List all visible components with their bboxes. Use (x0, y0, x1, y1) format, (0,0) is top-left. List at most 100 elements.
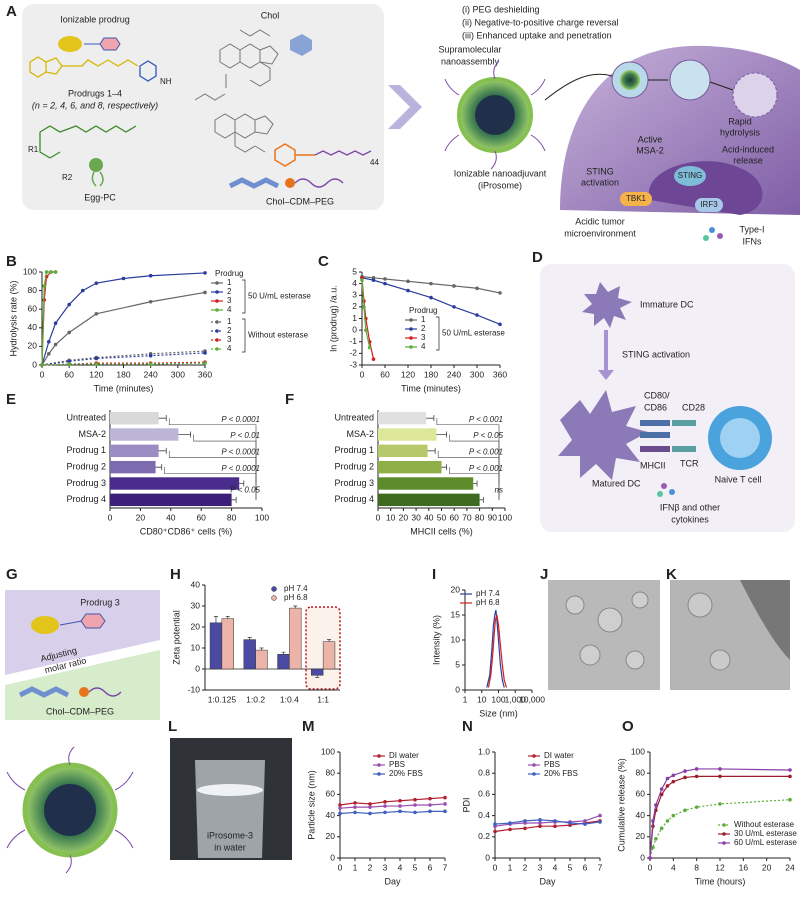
mhcii-label: MHCII (640, 460, 666, 470)
data-point (353, 801, 357, 805)
y-tick-label: 20 (451, 584, 461, 594)
data-point (493, 822, 497, 826)
data-point (67, 330, 71, 335)
error-bar (427, 447, 436, 454)
data-point (413, 797, 417, 802)
x-tick-label: 120 (401, 369, 415, 379)
legend-label: pH 7.4 (476, 589, 500, 598)
piperazine (139, 60, 157, 82)
nanoparticle-core (475, 95, 515, 135)
x-tick-label: 240 (144, 369, 158, 379)
y-tick-label: 0 (455, 684, 460, 694)
cd28-label: CD28 (682, 402, 705, 412)
bar (378, 460, 442, 474)
x-axis-label: Size (nm) (479, 708, 518, 718)
data-point (443, 802, 447, 806)
annotation: P < 0.05 (473, 431, 503, 440)
error-bar (479, 496, 484, 503)
y-tick-label: 0 (352, 324, 357, 334)
x-tick-label: 4 (671, 862, 676, 872)
data-point (694, 805, 699, 809)
y-tick-label: 40 (28, 322, 38, 332)
error-bar (259, 647, 264, 651)
legend-label: DI water (544, 751, 574, 760)
arrow (598, 330, 614, 380)
data-point (398, 798, 402, 803)
data-point (148, 353, 153, 358)
acid-release-label: release (733, 155, 763, 165)
x-tick-label: 0 (338, 862, 343, 872)
legend-bracket (242, 279, 246, 314)
x-tick-label: 0 (108, 512, 113, 522)
x-tick-label: 1:0.125 (208, 694, 237, 704)
irf3-icon (695, 198, 723, 212)
data-point (338, 803, 342, 807)
x-tick-label: 8 (694, 862, 699, 872)
x-tick-label: 7 (598, 862, 603, 872)
legend-label: PBS (544, 760, 560, 769)
y-tick-label: 100 (23, 266, 37, 276)
bar (378, 428, 437, 441)
x-tick-label: 0 (493, 862, 498, 872)
bar (378, 444, 428, 458)
y-tick-label: 60 (636, 789, 646, 799)
bar (378, 493, 480, 507)
receptor (640, 432, 670, 438)
data-point (553, 819, 557, 823)
annotation: P < 0.001 (469, 464, 503, 473)
annotation: P < 0.001 (469, 448, 503, 457)
data-point (383, 277, 387, 281)
y-tick-label: 20 (326, 831, 336, 841)
series-line (361, 276, 501, 294)
data-point (498, 291, 502, 295)
g-chol: Chol–CDM–PEG (46, 706, 114, 716)
acid-release-label: Acid-induced (722, 144, 774, 154)
assembly-label: nanoassembly (441, 56, 500, 66)
data-point (203, 290, 207, 295)
data-point (406, 288, 410, 293)
series-line (649, 799, 791, 859)
category-label: Prodrug 1 (334, 445, 374, 455)
significance-bracket (437, 450, 500, 484)
data-point (508, 821, 512, 825)
panel-l: iProsome-3 in water (170, 738, 292, 860)
x-axis-label: Time (hours) (695, 876, 746, 886)
data-point (694, 774, 699, 779)
vesicle (565, 595, 585, 615)
data-point (46, 339, 51, 344)
irf3-label: IRF3 (700, 200, 718, 209)
bar (322, 641, 336, 670)
data-point (654, 803, 658, 807)
ifns-label: IFNs (743, 236, 762, 246)
error-bar (155, 464, 163, 471)
x-tick-label: 1:1 (317, 694, 329, 704)
annotation: ns (495, 485, 503, 494)
y-axis-label: Cumulative release (%) (616, 758, 626, 852)
data-point (671, 773, 676, 778)
y-tick-label: 60 (326, 789, 336, 799)
data-point (659, 787, 664, 791)
error-bar (327, 639, 332, 642)
data-point (94, 362, 99, 366)
x-tick-label: 80 (227, 512, 237, 522)
legend-group-label: 50 U/mL esterase (442, 329, 505, 338)
chol-icon (290, 34, 312, 56)
vial-surface (197, 784, 263, 796)
y-tick-label: 10 (191, 642, 201, 652)
data-point (368, 802, 372, 806)
egg-pc-icon (91, 171, 104, 187)
data-point (718, 802, 722, 806)
y-axis-label: PDI (461, 797, 471, 812)
data-point (718, 767, 722, 771)
data-point (475, 313, 479, 317)
category-label: MSA-2 (346, 429, 374, 439)
y-tick-label: -2 (349, 348, 357, 358)
data-point (367, 345, 372, 350)
data-point (508, 827, 512, 832)
series-line (486, 609, 505, 688)
legend-label: 20% FBS (544, 769, 578, 778)
data-point (665, 784, 670, 788)
chol-cdm-peg-icon (294, 178, 344, 188)
x-axis-label: Day (539, 876, 556, 886)
rapid-label: Rapid (728, 116, 752, 126)
